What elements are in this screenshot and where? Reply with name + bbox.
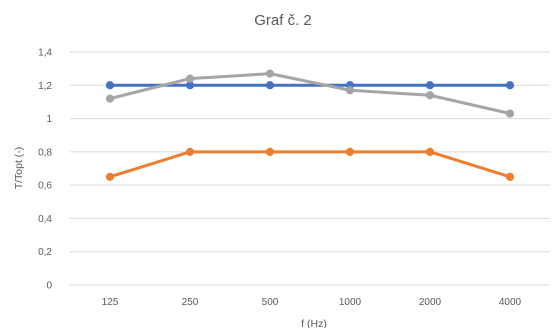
y-tick-label: 1,4 bbox=[38, 48, 52, 59]
series-line bbox=[108, 150, 512, 179]
data-point bbox=[265, 81, 275, 90]
y-tick-label: 0,4 bbox=[38, 214, 52, 225]
y-tick-label: 0,2 bbox=[38, 247, 52, 258]
series-1 bbox=[105, 81, 515, 90]
y-tick-label: 0,6 bbox=[38, 181, 52, 192]
data-point bbox=[425, 91, 435, 100]
x-tick-label: 500 bbox=[262, 297, 279, 308]
x-tick-label: 250 bbox=[182, 297, 199, 308]
x-axis-label: f (Hz) bbox=[301, 318, 327, 328]
y-tick-labels: 0 0,2 0,4 0,6 0,8 1 1,2 1,4 bbox=[38, 48, 52, 292]
data-point bbox=[265, 147, 275, 156]
y-tick-label: 1 bbox=[46, 114, 52, 125]
x-tick-label: 2000 bbox=[419, 297, 442, 308]
series-2 bbox=[105, 147, 515, 181]
data-point bbox=[185, 147, 195, 156]
y-tick-label: 0 bbox=[46, 281, 52, 292]
data-point bbox=[505, 81, 515, 90]
data-point bbox=[425, 147, 435, 156]
y-tick-label: 0,8 bbox=[38, 147, 52, 158]
data-point bbox=[105, 94, 115, 103]
data-point bbox=[345, 147, 355, 156]
data-point bbox=[505, 109, 515, 118]
grid-layer bbox=[70, 51, 550, 286]
data-point bbox=[505, 172, 515, 181]
series-line bbox=[108, 72, 512, 116]
data-point bbox=[185, 74, 195, 83]
x-tick-label: 125 bbox=[102, 297, 119, 308]
data-point bbox=[185, 81, 195, 90]
data-point bbox=[425, 81, 435, 90]
y-axis-label: T/Topt (-) bbox=[13, 147, 25, 190]
x-tick-label: 1000 bbox=[339, 297, 362, 308]
x-tick-labels: 125 250 500 1000 2000 4000 bbox=[102, 297, 522, 308]
data-point bbox=[265, 69, 275, 78]
series-layer bbox=[105, 69, 515, 181]
series-3 bbox=[105, 69, 515, 118]
data-point bbox=[105, 172, 115, 181]
x-tick-label: 4000 bbox=[499, 297, 522, 308]
chart-title: Graf č. 2 bbox=[254, 12, 312, 29]
data-point bbox=[105, 81, 115, 90]
data-point bbox=[345, 86, 355, 95]
y-tick-label: 1,2 bbox=[38, 81, 52, 92]
